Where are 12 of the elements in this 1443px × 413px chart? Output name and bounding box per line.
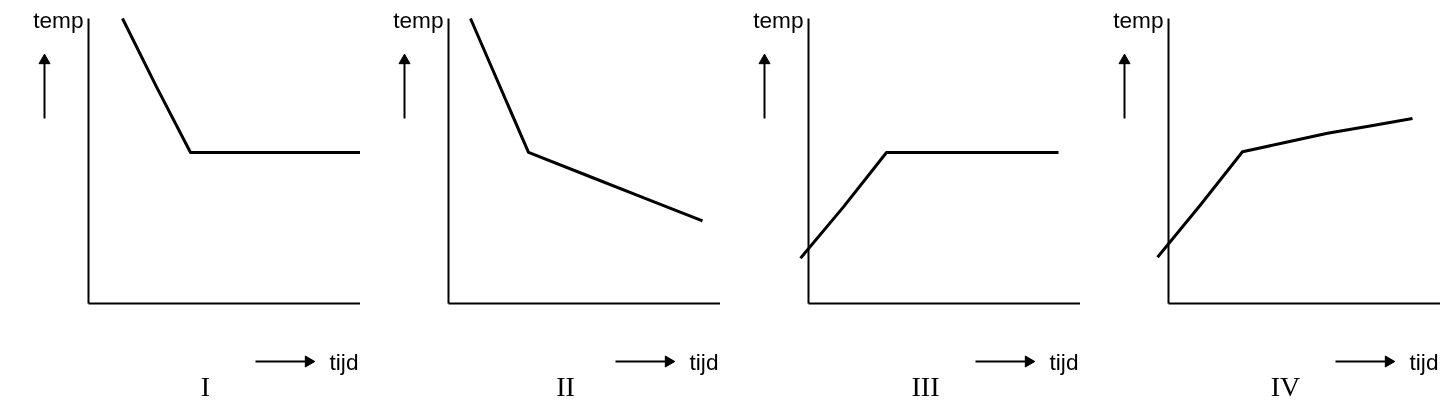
text: II	[556, 371, 575, 402]
text: I	[200, 371, 211, 402]
text: IV	[1270, 371, 1301, 402]
x-axis-title: tijd	[329, 348, 359, 375]
x-axis-title: tijd	[689, 348, 719, 375]
y-axis-title: temp	[753, 6, 804, 33]
x-axis-title: tijd	[1409, 348, 1439, 375]
x-axis-title: tijd	[1049, 348, 1079, 375]
text: III	[911, 371, 940, 402]
y-axis-title: temp	[33, 6, 84, 33]
y-axis-title: temp	[1113, 6, 1164, 33]
y-axis-title: temp	[393, 6, 444, 33]
